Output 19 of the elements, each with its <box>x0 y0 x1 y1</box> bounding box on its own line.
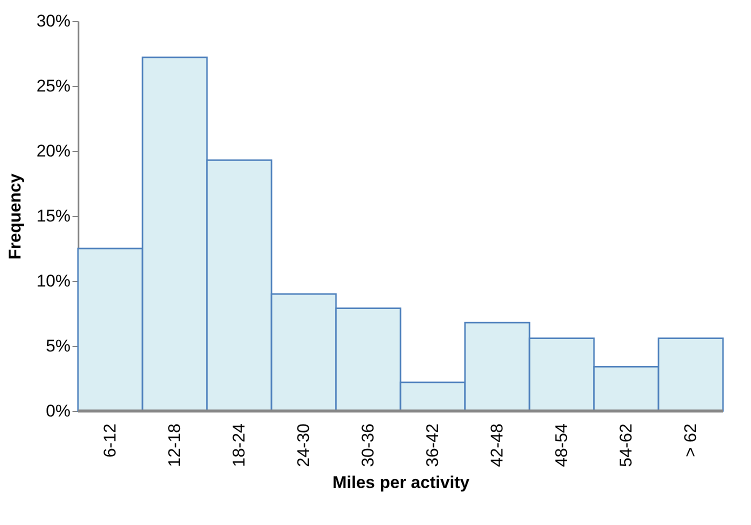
x-tick-label: 30-36 <box>358 424 378 467</box>
x-tick-label: 6-12 <box>100 424 120 458</box>
x-tick-label: 36-42 <box>422 424 442 467</box>
y-tick-label: 30% <box>36 12 70 30</box>
x-tick-label: 48-54 <box>552 424 571 467</box>
y-tick-label: 5% <box>46 336 70 356</box>
x-tick-label: 42-48 <box>487 424 506 467</box>
y-tick-label: 25% <box>36 76 70 96</box>
y-tick-label: 10% <box>36 272 70 290</box>
y-tick-label: 0% <box>46 402 70 420</box>
x-tick-label: 54-62 <box>616 424 636 467</box>
x-tick-label: 12-18 <box>164 424 184 467</box>
x-tick-label: 18-24 <box>229 424 248 467</box>
x-axis-title: Miles per activity <box>332 472 470 492</box>
x-tick-label: > 62 <box>680 424 700 458</box>
y-axis-title: Frequency <box>5 172 24 260</box>
y-tick-label: 20% <box>36 142 70 160</box>
y-tick-label: 15% <box>36 206 70 226</box>
x-tick-label: 24-30 <box>294 424 313 467</box>
